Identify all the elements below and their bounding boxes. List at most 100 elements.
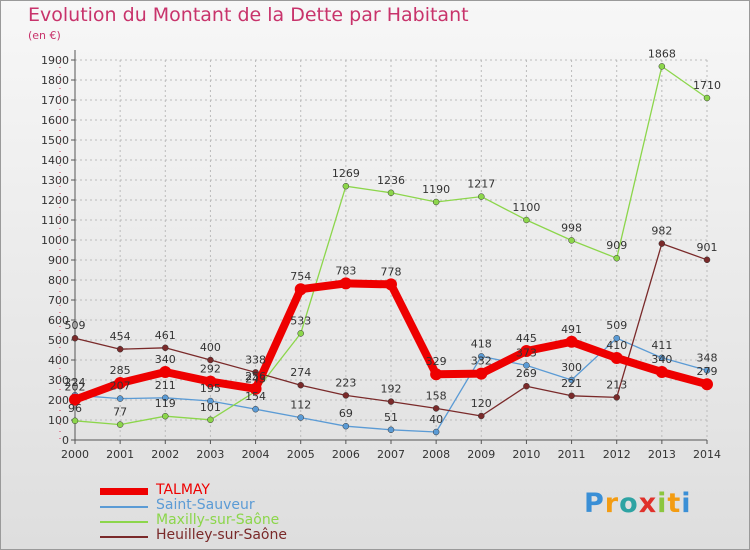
data-point	[613, 394, 620, 401]
y-tick-label: 1100	[41, 214, 69, 227]
data-point	[523, 382, 530, 390]
data-label: 410	[606, 339, 627, 352]
data-point	[69, 393, 81, 406]
x-tick-label: 2007	[377, 448, 405, 461]
y-tick-label: 0	[62, 434, 69, 447]
data-point	[342, 182, 350, 190]
data-label: 207	[110, 380, 131, 393]
data-point	[523, 216, 530, 224]
y-tick-label: 200	[48, 394, 69, 407]
y-tick-label: 100	[48, 414, 69, 427]
data-label: 338	[245, 353, 266, 366]
data-label: 96	[68, 402, 82, 415]
data-label: 221	[561, 377, 582, 390]
data-point	[658, 354, 666, 362]
data-label: 411	[651, 339, 672, 352]
data-point	[523, 362, 530, 369]
data-label: 223	[335, 376, 356, 389]
data-point	[71, 334, 79, 342]
x-tick-label: 2008	[422, 448, 450, 461]
data-point	[204, 375, 217, 388]
legend-label: Heuilley-sur-Saône	[156, 527, 287, 543]
data-label: 285	[110, 364, 131, 377]
x-tick-label: 2003	[196, 448, 224, 461]
data-label: 418	[471, 337, 492, 350]
data-point	[385, 278, 397, 291]
data-label: 461	[155, 329, 176, 342]
data-point	[116, 395, 124, 402]
data-label: 982	[651, 225, 672, 238]
data-point	[207, 356, 214, 364]
data-label: 329	[426, 355, 447, 368]
data-label: 998	[561, 221, 582, 234]
data-label: 224	[65, 376, 86, 389]
x-tick-label: 2012	[603, 448, 631, 461]
data-label: 292	[200, 363, 221, 376]
data-point	[387, 398, 395, 405]
data-label: 192	[381, 383, 402, 396]
data-label: 112	[290, 399, 311, 412]
data-label: 77	[113, 406, 127, 419]
data-point	[703, 256, 711, 264]
data-label: 154	[245, 390, 266, 403]
data-point	[475, 367, 488, 380]
y-tick-label: 1000	[41, 234, 69, 247]
y-tick-label: 900	[48, 254, 69, 267]
legend-swatch	[100, 536, 148, 538]
y-tick-label: 1500	[41, 134, 69, 147]
x-tick-label: 2001	[106, 448, 134, 461]
y-tick-label: 400	[48, 354, 69, 367]
data-point	[610, 352, 623, 364]
x-tick-label: 2005	[287, 448, 315, 461]
data-label: 454	[110, 330, 131, 343]
data-point	[342, 392, 350, 399]
data-point	[387, 426, 395, 434]
x-tick-label: 2000	[61, 448, 89, 461]
data-point	[478, 353, 485, 360]
x-tick-label: 2009	[467, 448, 495, 461]
data-point	[655, 366, 668, 378]
data-point	[297, 381, 304, 389]
y-tick-label: 1300	[41, 174, 69, 187]
data-label: 348	[697, 351, 718, 364]
y-tick-label: 600	[48, 314, 69, 327]
data-label: 778	[381, 265, 402, 278]
data-label: 158	[426, 389, 447, 402]
grid-layer	[74, 59, 708, 441]
data-point	[432, 428, 440, 436]
series-layer	[69, 63, 713, 436]
unit-label: (en €)	[28, 29, 61, 42]
data-point	[294, 283, 307, 296]
y-tick-label: 1600	[41, 114, 69, 127]
data-label: 533	[290, 314, 311, 327]
data-point	[613, 334, 620, 342]
data-point	[162, 412, 169, 420]
y-tick-label: 1800	[41, 74, 69, 87]
x-tick-label: 2013	[648, 448, 676, 461]
data-point	[207, 416, 214, 424]
data-point	[613, 254, 620, 262]
data-label: 400	[200, 341, 221, 354]
data-point	[162, 344, 169, 352]
data-point	[568, 237, 575, 244]
data-point	[71, 417, 79, 425]
data-point	[478, 412, 485, 420]
legend-label: Saint-Sauveur	[156, 497, 255, 513]
data-label: 445	[516, 332, 537, 345]
data-point	[297, 414, 304, 421]
data-point	[116, 345, 124, 353]
data-label: 120	[471, 397, 492, 410]
data-point	[658, 240, 666, 247]
legend-label: TALMAY	[156, 482, 210, 498]
y-tick-label: 700	[48, 294, 69, 307]
legend-swatch	[100, 521, 148, 523]
data-label: 1100	[512, 201, 540, 214]
data-point	[432, 198, 440, 206]
axes-layer: 0 100 200 300 400 500 600 700 800 900 1000 1100 1200…	[41, 50, 721, 461]
data-label: 509	[65, 319, 86, 332]
data-point	[249, 382, 262, 395]
data-point	[207, 397, 214, 405]
data-label: 373	[516, 346, 537, 359]
data-point	[297, 330, 304, 337]
